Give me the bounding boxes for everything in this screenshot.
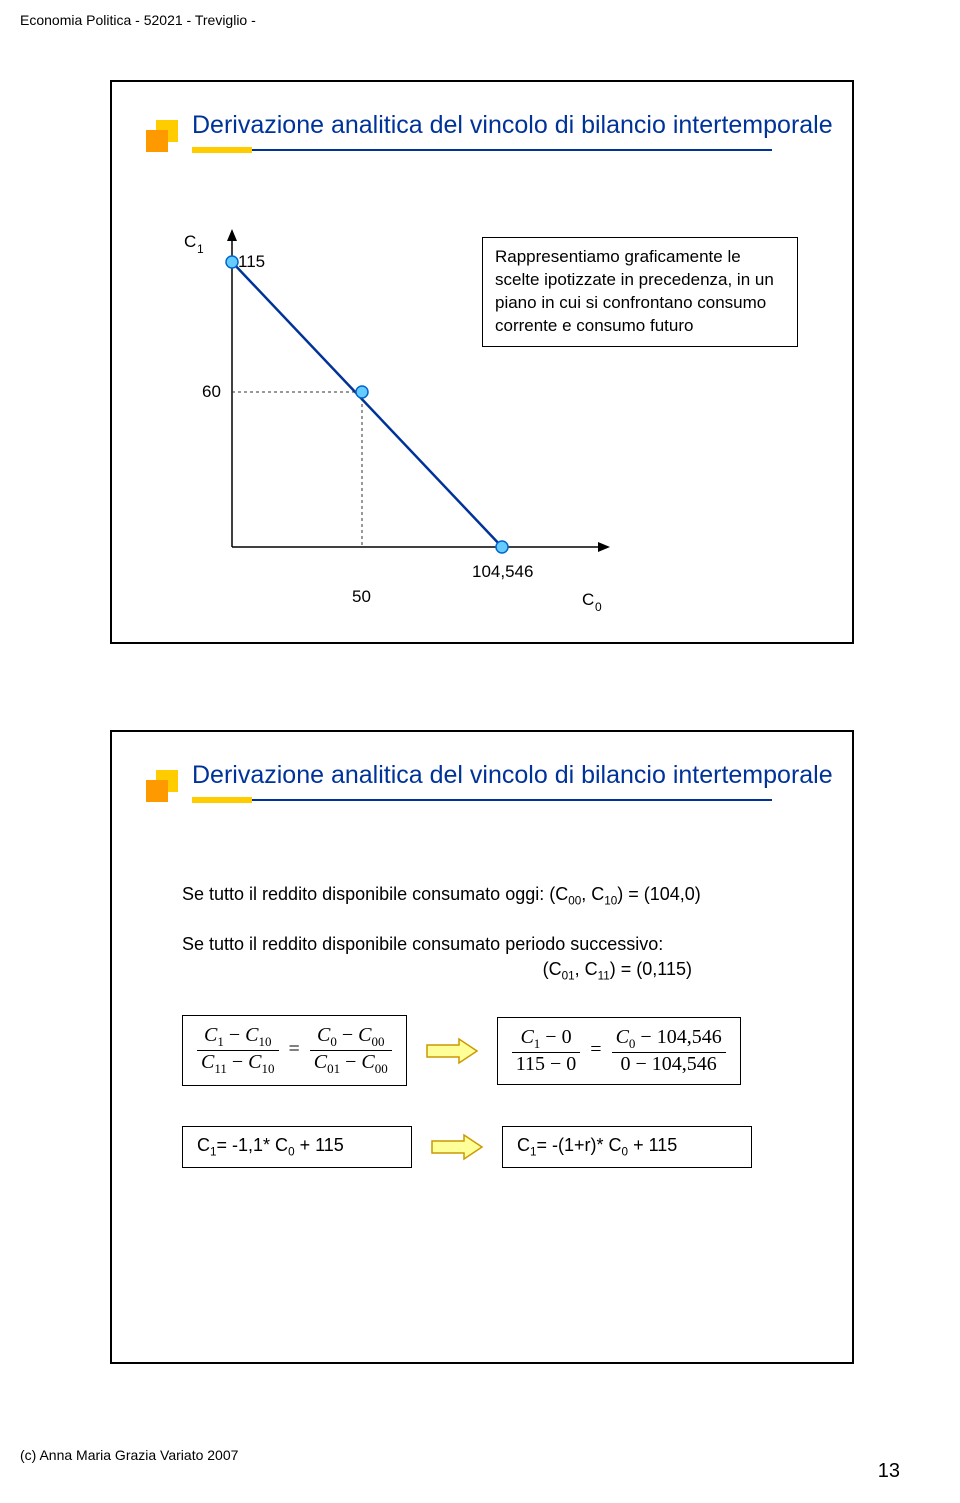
slide-title-block: Derivazione analitica del vincolo di bil… bbox=[192, 110, 833, 153]
text-line-2b: (C01, C11) = (0,115) bbox=[182, 957, 812, 985]
svg-text:50: 50 bbox=[352, 587, 371, 606]
page-number: 13 bbox=[878, 1460, 900, 1483]
arrow-icon bbox=[425, 1037, 479, 1065]
chart-caption: Rappresentiamo graficamente le scelte ip… bbox=[482, 237, 798, 347]
formula-box-4: C1= -(1+r)* C0 + 115 bbox=[502, 1126, 752, 1168]
title-decoration-2 bbox=[142, 766, 186, 815]
text-line-1: Se tutto il reddito disponibile consumat… bbox=[182, 882, 812, 910]
title-decoration bbox=[142, 116, 186, 165]
arrow-icon-2 bbox=[430, 1133, 484, 1161]
doc-header: Economia Politica - 52021 - Treviglio - bbox=[20, 12, 256, 28]
text-line-2: Se tutto il reddito disponibile consumat… bbox=[182, 932, 812, 957]
slide-1: Derivazione analitica del vincolo di bil… bbox=[110, 80, 854, 644]
footer-copyright: (c) Anna Maria Grazia Variato 2007 bbox=[20, 1447, 238, 1463]
svg-text:60: 60 bbox=[202, 382, 221, 401]
slide1-title: Derivazione analitica del vincolo di bil… bbox=[192, 110, 833, 141]
svg-text:104,546: 104,546 bbox=[472, 562, 533, 581]
formula-box-2: C1 − 0 115 − 0 = C0 − 104,546 0 − 104,54… bbox=[497, 1017, 741, 1085]
slide2-body: Se tutto il reddito disponibile consumat… bbox=[182, 882, 812, 1168]
svg-text:C: C bbox=[184, 232, 196, 251]
title-underline-2 bbox=[192, 797, 833, 803]
svg-text:C: C bbox=[582, 590, 594, 609]
svg-text:1: 1 bbox=[197, 242, 204, 256]
svg-text:0: 0 bbox=[595, 600, 602, 614]
slide2-title: Derivazione analitica del vincolo di bil… bbox=[192, 760, 833, 791]
formula-box-1: C1 − C10 C11 − C10 = C0 − C00 C01 − C00 bbox=[182, 1015, 407, 1086]
svg-text:115: 115 bbox=[238, 252, 265, 271]
slide-2: Derivazione analitica del vincolo di bil… bbox=[110, 730, 854, 1364]
formula-row-1: C1 − C10 C11 − C10 = C0 − C00 C01 − C00 … bbox=[182, 1015, 812, 1086]
formula-box-3: C1= -1,1* C0 + 115 bbox=[182, 1126, 412, 1168]
title-underline bbox=[192, 147, 833, 153]
formula-row-2: C1= -1,1* C0 + 115 C1= -(1+r)* C0 + 115 bbox=[182, 1126, 812, 1168]
slide2-title-block: Derivazione analitica del vincolo di bil… bbox=[192, 760, 833, 803]
